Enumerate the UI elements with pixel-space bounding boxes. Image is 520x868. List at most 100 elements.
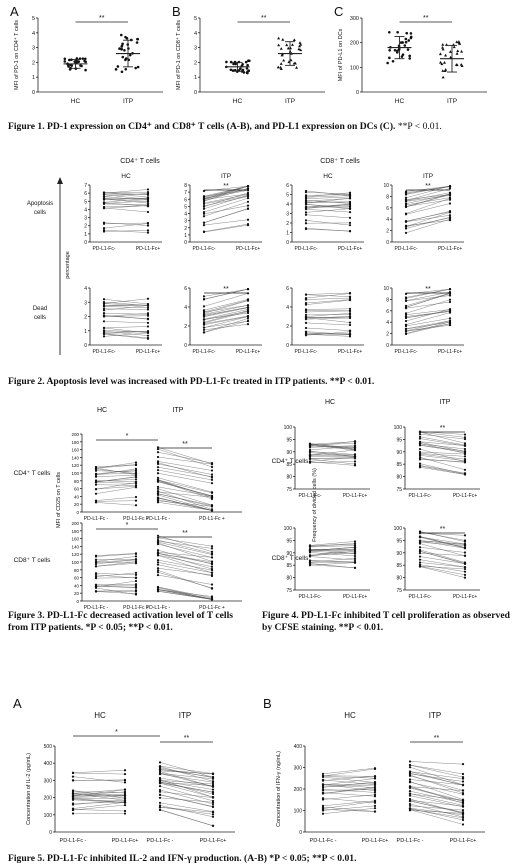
- fig1-sig: **: [261, 15, 267, 22]
- fig3-hc-point: [94, 554, 98, 557]
- fig2-pair-line: [203, 195, 249, 209]
- fig5-itp-point: [158, 761, 162, 764]
- fig4-pair-line: [309, 560, 356, 563]
- fig2-pair-line: [405, 318, 451, 327]
- fig1-point: [234, 62, 237, 66]
- fig3-hc-point: [134, 555, 138, 558]
- fig5-panel-ytick-label: 300: [294, 766, 303, 772]
- fig4-pair-line: [419, 431, 466, 444]
- fig2-pair-line: [103, 198, 149, 204]
- fig3-itp-point: [156, 455, 160, 459]
- fig4-ylabel: Frequency of divided cells (%): [312, 468, 318, 542]
- fig2-point: [448, 193, 452, 196]
- fig3-itp-point: [156, 561, 160, 564]
- fig2-panel-ytick-label: 8: [184, 183, 187, 189]
- fig1-point: [439, 60, 443, 64]
- fig2-pair-line: [305, 327, 351, 331]
- fig5-hc-point: [373, 783, 377, 787]
- fig2-point: [404, 312, 408, 315]
- fig4-xtick: PD-L1-Fc-: [408, 594, 431, 600]
- fig1-point: [84, 57, 87, 61]
- fig2-point: [404, 220, 408, 223]
- fig2-point: [448, 294, 452, 297]
- fig1-group-label: ITP: [285, 98, 295, 105]
- fig3-hc-point: [94, 573, 98, 577]
- fig5-itp-point: [408, 804, 412, 807]
- fig2-panel-ytick-label: 2: [386, 229, 389, 235]
- fig2-xtick: PD-L1-Fc+: [438, 349, 462, 355]
- fig3-panel-ytick-label: 160: [71, 448, 79, 453]
- fig2-point: [404, 315, 408, 318]
- fig2-point: [404, 297, 408, 300]
- fig2-point: [102, 329, 106, 333]
- fig3-itp-pair-line: [157, 467, 213, 477]
- fig2-pair-line: [103, 205, 149, 208]
- fig3-hc-point: [94, 481, 98, 484]
- fig5-hc-point: [71, 775, 75, 778]
- fig2-pair-line: [203, 194, 249, 204]
- fig4-point: [463, 561, 467, 564]
- fig2-point: [202, 207, 206, 210]
- fig1-caption: Figure 1. PD-1 expression on CD4⁺ and CD…: [8, 121, 442, 132]
- fig2-point: [102, 335, 106, 338]
- fig5-panel-ytick-label: 500: [44, 744, 53, 750]
- fig3-hc-point: [94, 475, 98, 478]
- fig2-point: [304, 208, 308, 211]
- fig3-xtick: PD-L1-Fc -: [84, 516, 109, 522]
- fig2-panel-ytick-label: 2: [286, 221, 289, 227]
- fig2-pair-line: [405, 198, 451, 214]
- fig4-pair-line: [309, 547, 356, 551]
- fig5-hc-point: [123, 788, 127, 791]
- fig2-panel-ytick-label: 6: [386, 309, 389, 315]
- fig5-itp-pair-line: [159, 806, 214, 815]
- fig1-point: [120, 45, 124, 48]
- fig5-itp-point: [461, 818, 465, 822]
- fig1-sig: **: [423, 15, 429, 22]
- fig5-itp-point: [408, 797, 412, 801]
- fig3-itp-point: [210, 573, 214, 577]
- fig2-xtick: PD-L1-Fc-: [294, 349, 317, 355]
- fig3-itp-point: [210, 465, 214, 469]
- fig1-point: [455, 52, 459, 55]
- fig1-point: [63, 57, 67, 61]
- fig3-itp-pair-line: [157, 461, 213, 471]
- fig2-pair-line: [103, 192, 149, 196]
- fig5-hc-point: [71, 807, 75, 810]
- fig4-pair-line: [419, 551, 466, 564]
- fig5-itp-pair-line: [409, 781, 464, 800]
- fig5-itp-point: [408, 760, 412, 763]
- fig3-ylabel: MFI of CD25 on T cells: [56, 472, 62, 528]
- fig5-itp-pair-line: [409, 786, 464, 791]
- fig5-itp-pair-line: [409, 793, 464, 806]
- fig2-pair-line: [203, 208, 249, 223]
- fig2-pair-line: [305, 331, 351, 335]
- fig2-pair-line: [405, 301, 451, 309]
- fig2-sub-header: HC: [121, 173, 131, 180]
- fig1-point: [299, 48, 303, 52]
- fig2-pair-line: [203, 300, 249, 313]
- fig2-point: [404, 231, 408, 234]
- fig3-hc-pair-line: [95, 481, 137, 484]
- fig2-pair-line: [405, 193, 451, 207]
- fig4-point: [418, 447, 422, 451]
- fig5-hc-point: [123, 809, 127, 813]
- fig1-panel-ytick-label: 2: [194, 60, 197, 66]
- fig3-itp-pair-line: [157, 494, 213, 511]
- fig1-point: [239, 67, 242, 70]
- fig1-point: [441, 47, 445, 51]
- fig4-header: ITP: [440, 399, 451, 406]
- fig1-panel-ytick-label: 200: [350, 41, 359, 47]
- fig4-point: [353, 453, 357, 456]
- fig1-point: [121, 55, 125, 59]
- fig2-pair-line: [103, 330, 149, 336]
- fig3-itp-pair-line: [157, 572, 213, 589]
- fig2-pair-line: [103, 330, 149, 333]
- fig3-hc-point: [134, 499, 138, 502]
- fig2-pair-line: [305, 299, 351, 305]
- fig3-itp-point: [156, 492, 160, 495]
- fig2-point: [404, 332, 408, 336]
- fig2-pair-line: [103, 196, 149, 201]
- fig2-panel-ytick-label: 0: [386, 240, 389, 246]
- fig2-panel-ytick-label: 1: [184, 233, 187, 239]
- fig2-point: [304, 202, 308, 205]
